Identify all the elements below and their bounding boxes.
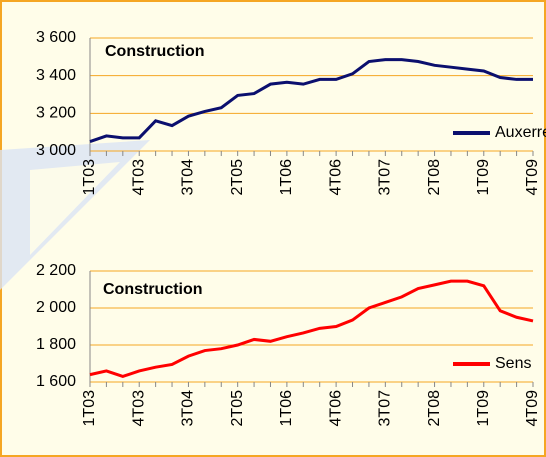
- x-tick-label: 4T09: [524, 159, 541, 196]
- x-tick-label: 1T03: [81, 390, 98, 427]
- x-tick-label: 4T03: [130, 159, 147, 196]
- x-tick-label: 2T05: [229, 159, 246, 196]
- x-tick-label: 3T07: [377, 390, 394, 427]
- legend-label: Auxerre: [495, 124, 546, 141]
- annotation: Construction: [103, 281, 203, 298]
- x-tick-label: 2T08: [426, 159, 443, 196]
- y-tick-label: 3 600: [36, 29, 76, 46]
- y-tick-label: 1 600: [36, 373, 76, 390]
- x-tick-label: 4T09: [524, 390, 541, 427]
- y-tick-label: 3 000: [36, 142, 76, 159]
- y-tick-label: 1 800: [36, 336, 76, 353]
- line: [89, 279, 534, 379]
- y-tick-label: 2 000: [36, 299, 76, 316]
- x-tick-label: 3T07: [377, 159, 394, 196]
- y-tick-label: 3 400: [36, 67, 76, 84]
- y-tick-label: 3 200: [36, 105, 76, 122]
- x-tick-label: 1T09: [475, 390, 492, 427]
- x-tick-label: 1T09: [475, 159, 492, 196]
- annotation: Construction: [105, 43, 205, 60]
- x-tick-label: 4T06: [327, 390, 344, 427]
- x-tick-label: 2T08: [426, 390, 443, 427]
- legend-label: Sens: [495, 355, 531, 372]
- line: [89, 58, 533, 144]
- x-tick-label: 4T03: [130, 390, 147, 427]
- x-tick-label: 3T04: [180, 159, 197, 196]
- x-tick-label: 1T06: [278, 159, 295, 196]
- x-tick-label: 1T03: [81, 159, 98, 196]
- x-tick-label: 1T06: [278, 390, 295, 427]
- x-tick-label: 4T06: [327, 159, 344, 196]
- x-tick-label: 3T04: [180, 390, 197, 427]
- x-tick-label: 2T05: [229, 390, 246, 427]
- y-tick-label: 2 200: [36, 262, 76, 279]
- watermark-inner: [30, 162, 120, 255]
